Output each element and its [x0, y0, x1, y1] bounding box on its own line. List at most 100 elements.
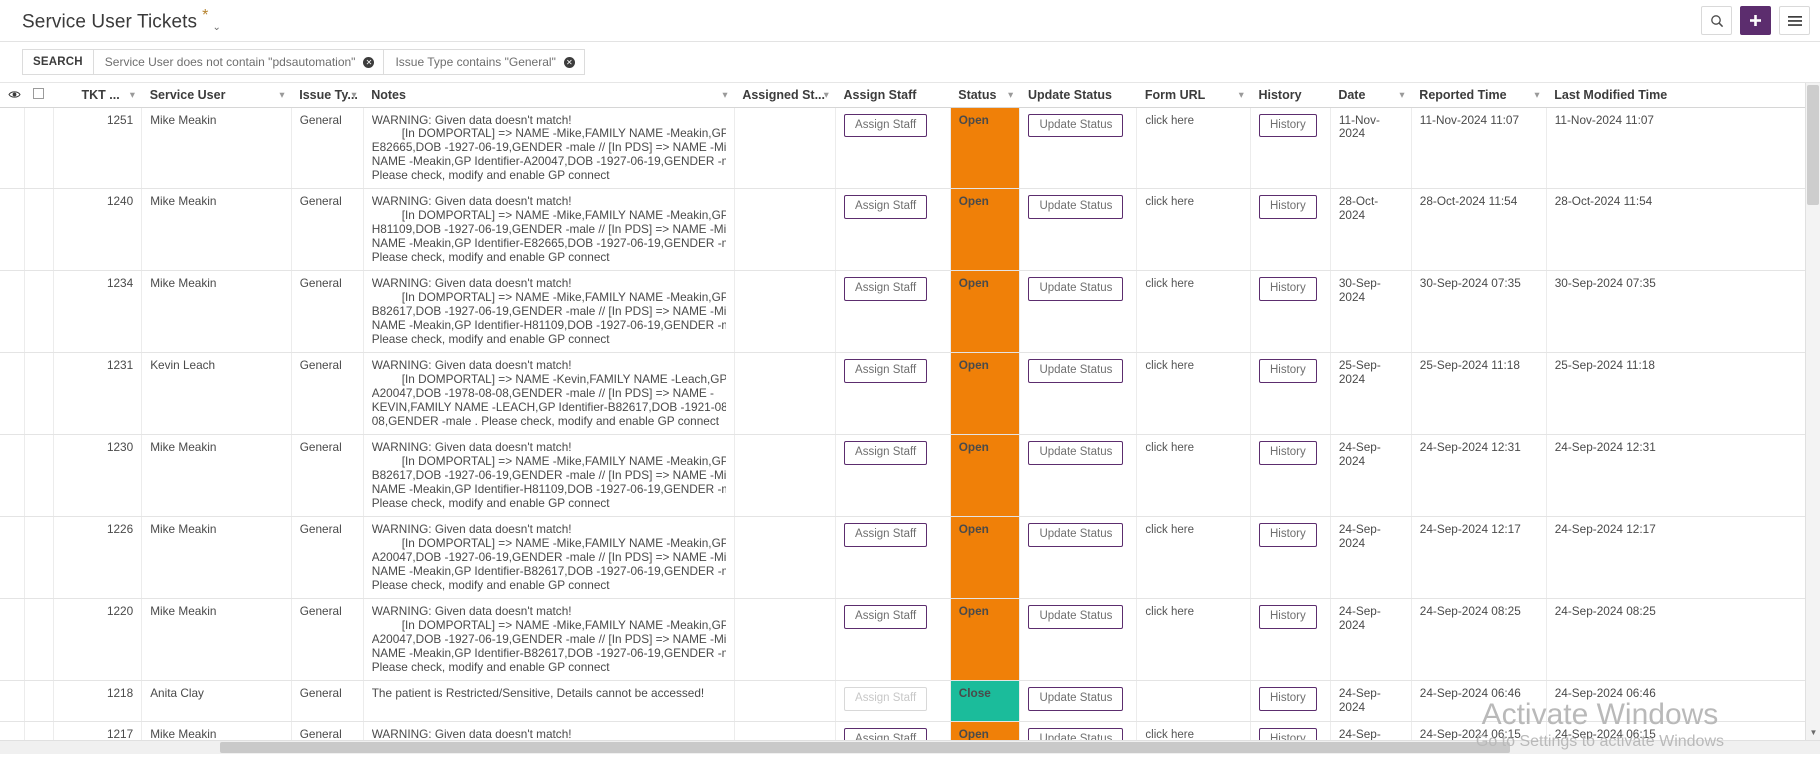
form-url-link[interactable]: click here — [1145, 114, 1194, 127]
cell-form-url[interactable]: click here — [1136, 188, 1251, 272]
history-button[interactable]: History — [1258, 113, 1317, 138]
row-select-cell[interactable] — [24, 680, 55, 722]
assign-staff-button[interactable]: Assign Staff — [844, 605, 928, 630]
history-button[interactable]: History — [1258, 277, 1317, 302]
update-status-button[interactable]: Update Status — [1028, 687, 1124, 712]
menu-button[interactable] — [1779, 6, 1810, 35]
cell-ticket-number: 1251 — [53, 107, 143, 190]
sort-caret-icon[interactable]: ▾ — [824, 89, 829, 100]
column-header-assigned[interactable]: Assigned St... ▾ — [734, 83, 836, 108]
eye-icon[interactable] — [0, 83, 25, 108]
row-eye-cell[interactable] — [0, 107, 26, 190]
row-select-cell[interactable] — [24, 516, 55, 600]
vertical-scroll-thumb[interactable] — [1807, 85, 1819, 205]
table-row[interactable]: 1234 Mike Meakin General WARNING: Given dat… — [0, 270, 1805, 354]
form-url-link[interactable]: click here — [1145, 442, 1194, 455]
search-bar: SEARCH Service User does not contain "pd… — [0, 42, 1820, 82]
sort-caret-icon[interactable]: ▾ — [279, 89, 285, 100]
row-eye-cell[interactable] — [0, 270, 26, 354]
row-select-cell[interactable] — [24, 352, 55, 436]
update-status-button[interactable]: Update Status — [1028, 195, 1124, 220]
cell-form-url[interactable]: click here — [1136, 270, 1251, 354]
add-button[interactable] — [1740, 6, 1771, 35]
row-eye-cell[interactable] — [0, 598, 26, 682]
row-eye-cell[interactable] — [0, 434, 26, 518]
form-url-link[interactable]: click here — [1145, 278, 1194, 291]
horizontal-scrollbar[interactable] — [0, 740, 1820, 754]
update-status-button[interactable]: Update Status — [1028, 523, 1124, 548]
row-select-cell[interactable] — [24, 598, 55, 682]
row-select-cell[interactable] — [24, 188, 55, 272]
select-all-checkbox[interactable] — [24, 83, 54, 108]
horizontal-scroll-thumb[interactable] — [220, 742, 1510, 753]
sort-caret-icon[interactable]: ▾ — [1534, 89, 1540, 100]
assign-staff-button[interactable]: Assign Staff — [844, 277, 928, 302]
search-filter-chip[interactable]: Service User does not contain "pdsautoma… — [94, 50, 385, 74]
cell-form-url[interactable]: click here — [1136, 107, 1251, 190]
checkbox[interactable] — [32, 87, 44, 99]
table-row[interactable]: 1220 Mike Meakin General WARNING: Given dat… — [0, 598, 1805, 682]
table-row[interactable]: 1231 Kevin Leach General WARNING: Given dat… — [0, 352, 1805, 436]
column-header-tkt[interactable]: TKT ... ▾ — [53, 83, 142, 108]
sort-caret-icon[interactable]: ▾ — [722, 89, 728, 100]
form-url-link[interactable]: click here — [1145, 360, 1194, 373]
column-header-notes[interactable]: Notes ▾ — [363, 83, 735, 108]
assign-staff-button[interactable]: Assign Staff — [844, 113, 928, 138]
row-select-cell[interactable] — [24, 107, 55, 190]
form-url-link[interactable]: click here — [1145, 606, 1194, 619]
table-row[interactable]: 1226 Mike Meakin General WARNING: Given dat… — [0, 516, 1805, 600]
row-eye-cell[interactable] — [0, 680, 26, 722]
assign-staff-button[interactable]: Assign Staff — [844, 359, 928, 384]
update-status-button[interactable]: Update Status — [1028, 277, 1124, 302]
form-url-link[interactable]: click here — [1145, 728, 1194, 741]
history-button[interactable]: History — [1258, 687, 1317, 712]
assign-staff-button[interactable]: Assign Staff — [844, 523, 928, 548]
form-url-link[interactable]: click here — [1145, 524, 1194, 537]
form-url-link[interactable]: click here — [1145, 196, 1194, 209]
cell-form-url[interactable]: click here — [1136, 434, 1251, 518]
cell-form-url[interactable]: click here — [1136, 352, 1251, 436]
sort-caret-icon[interactable]: ▾ — [1008, 89, 1013, 100]
update-status-button[interactable]: Update Status — [1028, 605, 1124, 630]
history-button[interactable]: History — [1258, 605, 1317, 630]
sort-caret-icon[interactable]: ▾ — [1238, 89, 1244, 100]
history-button[interactable]: History — [1258, 359, 1317, 384]
row-select-cell[interactable] — [24, 434, 55, 518]
column-header-label: Assigned St... — [742, 87, 825, 102]
row-select-cell[interactable] — [24, 270, 55, 354]
sort-caret-icon[interactable]: ▾ — [351, 89, 357, 100]
cell-ticket-number: 1218 — [53, 680, 143, 722]
close-icon[interactable]: ✕ — [563, 56, 575, 68]
chevron-down-icon[interactable]: ⌄ — [212, 21, 221, 33]
sort-caret-icon[interactable]: ▾ — [130, 89, 135, 100]
table-row[interactable]: 1230 Mike Meakin General WARNING: Given dat… — [0, 434, 1805, 518]
search-button[interactable] — [1701, 6, 1732, 35]
assign-staff-button[interactable]: Assign Staff — [844, 441, 928, 466]
column-header-reported[interactable]: Reported Time ▾ — [1411, 83, 1547, 108]
column-header-formurl[interactable]: Form URL ▾ — [1136, 83, 1251, 108]
history-button[interactable]: History — [1258, 523, 1317, 548]
sort-caret-icon[interactable]: ▾ — [1399, 89, 1405, 100]
table-row[interactable]: 1240 Mike Meakin General WARNING: Given dat… — [0, 188, 1805, 272]
update-status-button[interactable]: Update Status — [1028, 441, 1124, 466]
table-row[interactable]: 1251 Mike Meakin General WARNING: Given dat… — [0, 107, 1805, 190]
row-eye-cell[interactable] — [0, 188, 26, 272]
scroll-down-icon[interactable]: ▼ — [1809, 728, 1818, 737]
search-filter-chip[interactable]: Issue Type contains "General" ✕ — [384, 50, 583, 74]
column-header-user[interactable]: Service User ▾ — [141, 83, 292, 108]
history-button[interactable]: History — [1258, 441, 1317, 466]
assign-staff-button[interactable]: Assign Staff — [844, 195, 928, 220]
table-row[interactable]: 1218 Anita Clay General The patient is Rest… — [0, 680, 1805, 722]
row-eye-cell[interactable] — [0, 352, 26, 436]
column-header-status[interactable]: Status ▾ — [950, 83, 1020, 108]
vertical-scrollbar[interactable]: ▲ ▼ — [1805, 83, 1820, 754]
column-header-date[interactable]: Date ▾ — [1330, 83, 1412, 108]
close-icon[interactable]: ✕ — [363, 56, 375, 68]
history-button[interactable]: History — [1258, 195, 1317, 220]
cell-form-url[interactable]: click here — [1136, 516, 1251, 600]
row-eye-cell[interactable] — [0, 516, 26, 600]
column-header-issue[interactable]: Issue Ty... ▾ — [291, 83, 364, 108]
update-status-button[interactable]: Update Status — [1028, 359, 1124, 384]
update-status-button[interactable]: Update Status — [1028, 113, 1124, 138]
cell-form-url[interactable]: click here — [1136, 598, 1251, 682]
